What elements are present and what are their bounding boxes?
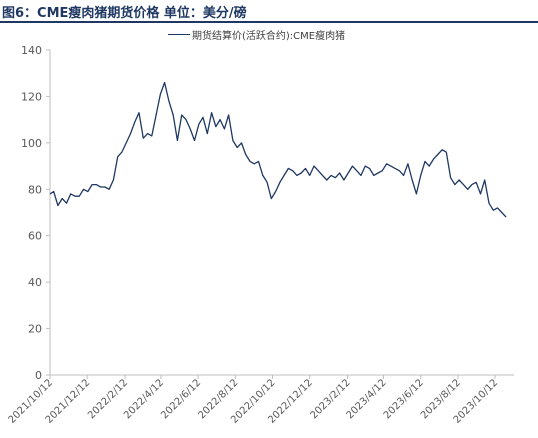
legend-line-swatch (168, 34, 190, 35)
y-tick-label: 80 (28, 183, 42, 196)
y-tick-label: 40 (28, 276, 42, 289)
legend-label: 期货结算价(活跃合约):CME瘦肉猪 (192, 31, 346, 42)
y-tick-label: 120 (21, 90, 42, 103)
x-axis-ticks: 2021/10/122021/12/122022/2/122022/4/1220… (7, 375, 500, 426)
y-tick-label: 20 (28, 323, 42, 336)
y-axis-ticks: 0 20 40 60 80 100 120 140 (21, 44, 50, 382)
chart-axes (49, 50, 514, 376)
chart-title: 图6：CME瘦肉猪期货价格 单位：美分/磅 (2, 6, 247, 21)
chart-legend: 期货结算价(活跃合约):CME瘦肉猪 (168, 27, 345, 42)
title-underline (0, 21, 538, 23)
series-group (49, 81, 507, 218)
y-tick-label: 60 (28, 230, 42, 243)
y-tick-label: 0 (35, 369, 42, 382)
series-line-cme-lean-hog (49, 81, 507, 218)
y-tick-label: 100 (21, 137, 42, 150)
y-tick-label: 140 (21, 44, 42, 57)
